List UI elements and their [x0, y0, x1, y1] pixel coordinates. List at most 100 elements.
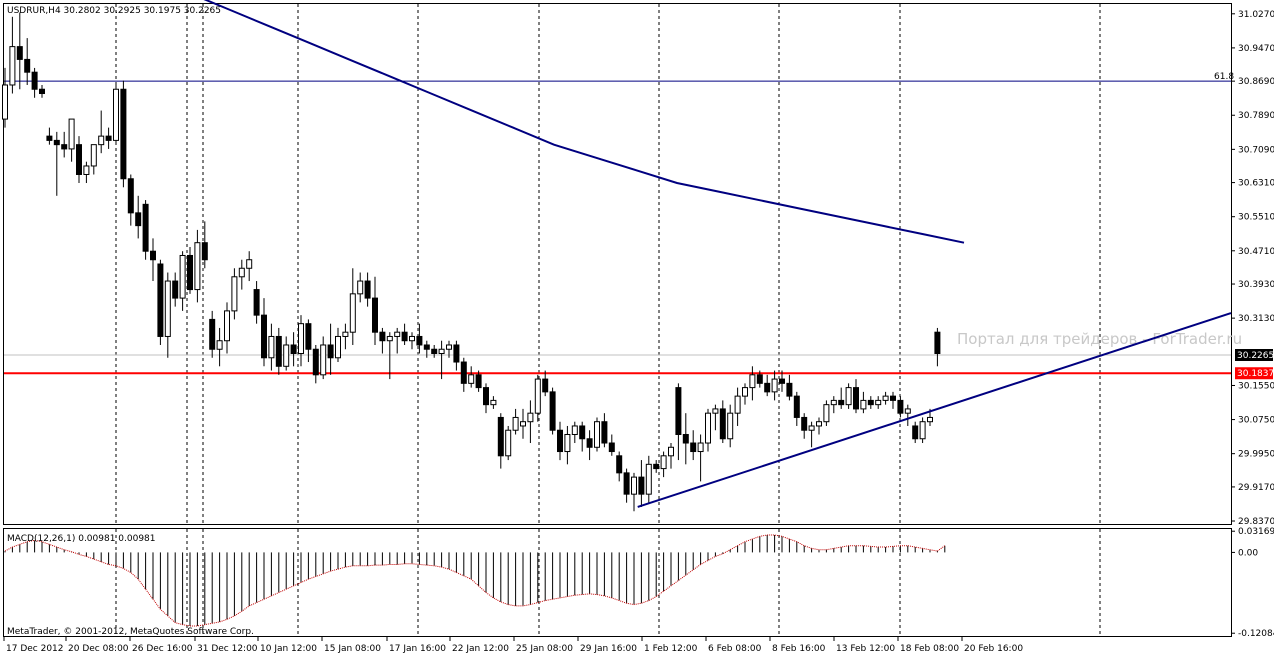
- candle: [668, 443, 674, 469]
- candle: [816, 417, 822, 435]
- candle-body-bull: [742, 387, 748, 397]
- candle: [409, 332, 415, 350]
- candle-body-bear: [616, 455, 623, 474]
- candle: [231, 268, 238, 320]
- time-tick-label: 15 Jan 08:00: [324, 644, 381, 654]
- candle-body-bull: [246, 259, 253, 269]
- candle-body-bear: [890, 395, 896, 401]
- candle-body-bear: [46, 135, 53, 141]
- candle: [549, 387, 556, 435]
- candle-body-bull: [68, 118, 75, 150]
- price-axis: 31.0270 30.9470 30.8690 30.7890 30.7090 30.63…: [1231, 10, 1274, 527]
- candle-body-bear: [423, 344, 430, 350]
- candle: [357, 272, 364, 303]
- price-tick-label: 30.1550: [1238, 381, 1274, 391]
- candle-body-bull: [830, 399, 837, 406]
- candle: [216, 327, 223, 367]
- candle: [808, 421, 815, 448]
- candle-body-bear: [135, 212, 142, 227]
- candle-body-bear: [431, 348, 438, 355]
- candle: [416, 323, 423, 354]
- candle: [61, 131, 68, 158]
- candle: [793, 391, 800, 426]
- candle-body-bull: [357, 280, 364, 295]
- candle-body-bull: [904, 408, 911, 414]
- candle: [771, 370, 778, 401]
- candle-body-bull: [90, 144, 97, 167]
- candle: [105, 127, 112, 149]
- candle: [24, 38, 31, 85]
- candle: [579, 421, 586, 452]
- candle-body-bear: [897, 399, 904, 414]
- fib-level-label: 61.8: [1214, 72, 1234, 82]
- candle-body-bear: [682, 433, 689, 444]
- candle-body-bear: [157, 263, 164, 337]
- candle: [438, 340, 445, 380]
- candle-body-bull: [771, 378, 778, 393]
- macd-tick-label: 0.03169: [1238, 527, 1274, 537]
- candle: [386, 332, 393, 380]
- candle: [9, 16, 16, 94]
- candle-body-bull: [860, 399, 867, 410]
- support-tag-label: 30.1837: [1237, 369, 1274, 379]
- candle: [39, 84, 45, 98]
- candle-body-bull: [490, 399, 497, 406]
- candle-body-bear: [542, 378, 549, 393]
- candle-body-bull: [283, 344, 290, 367]
- time-tick-label: 6 Feb 08:00: [708, 644, 762, 654]
- candle: [194, 229, 201, 303]
- candle-body-bear: [142, 203, 149, 252]
- candle: [31, 67, 38, 98]
- candle-body-bear: [150, 250, 156, 261]
- candle-body-bear: [549, 391, 556, 431]
- candle-body-bear: [401, 331, 408, 342]
- candle: [867, 396, 874, 409]
- candle-body-bull: [83, 165, 90, 175]
- candle-body-bull: [113, 88, 119, 141]
- price-tick-label: 30.5510: [1238, 213, 1274, 223]
- candle: [497, 413, 504, 469]
- candle: [490, 396, 497, 409]
- candle: [779, 370, 785, 392]
- candle-body-bull: [468, 374, 475, 384]
- candle-body-bull: [349, 293, 356, 333]
- candle: [512, 408, 519, 435]
- price-tick-label: 30.3130: [1238, 314, 1274, 324]
- time-tick-label: 20 Feb 16:00: [964, 644, 1023, 654]
- candle-body-bull: [927, 416, 933, 423]
- candle: [468, 366, 475, 388]
- candle: [238, 259, 245, 290]
- candle-body-bull: [394, 331, 401, 337]
- candle: [179, 251, 186, 311]
- candle: [201, 221, 208, 269]
- candle-body-bear: [853, 387, 859, 410]
- candle: [734, 387, 741, 426]
- candle: [682, 413, 689, 465]
- candle: [401, 323, 408, 345]
- candle: [520, 408, 526, 439]
- candle: [557, 421, 563, 461]
- candle-body-bull: [645, 463, 652, 495]
- candle: [897, 396, 904, 418]
- candle-body-bear: [934, 331, 941, 355]
- candle: [460, 357, 467, 392]
- candle: [601, 413, 608, 448]
- time-tick-label: 10 Jan 12:00: [260, 644, 317, 654]
- candle: [875, 396, 882, 409]
- price-tick-label: 30.8690: [1238, 77, 1274, 87]
- macd-signal-line: [4, 534, 946, 627]
- vertical-grid: [115, 4, 1101, 636]
- candle-body-bull: [697, 442, 704, 453]
- candle: [616, 451, 623, 482]
- candle: [594, 417, 600, 452]
- candle-body-bear: [838, 399, 845, 406]
- candle-body-bear: [475, 374, 482, 389]
- candle-body-bear: [364, 280, 371, 299]
- candle-body-bear: [756, 374, 763, 384]
- candle-body-bear: [261, 314, 267, 359]
- macd-axis: 0.03169 0.00 -0.12084: [1231, 527, 1274, 639]
- candles: [2, 12, 941, 512]
- candle: [542, 370, 549, 397]
